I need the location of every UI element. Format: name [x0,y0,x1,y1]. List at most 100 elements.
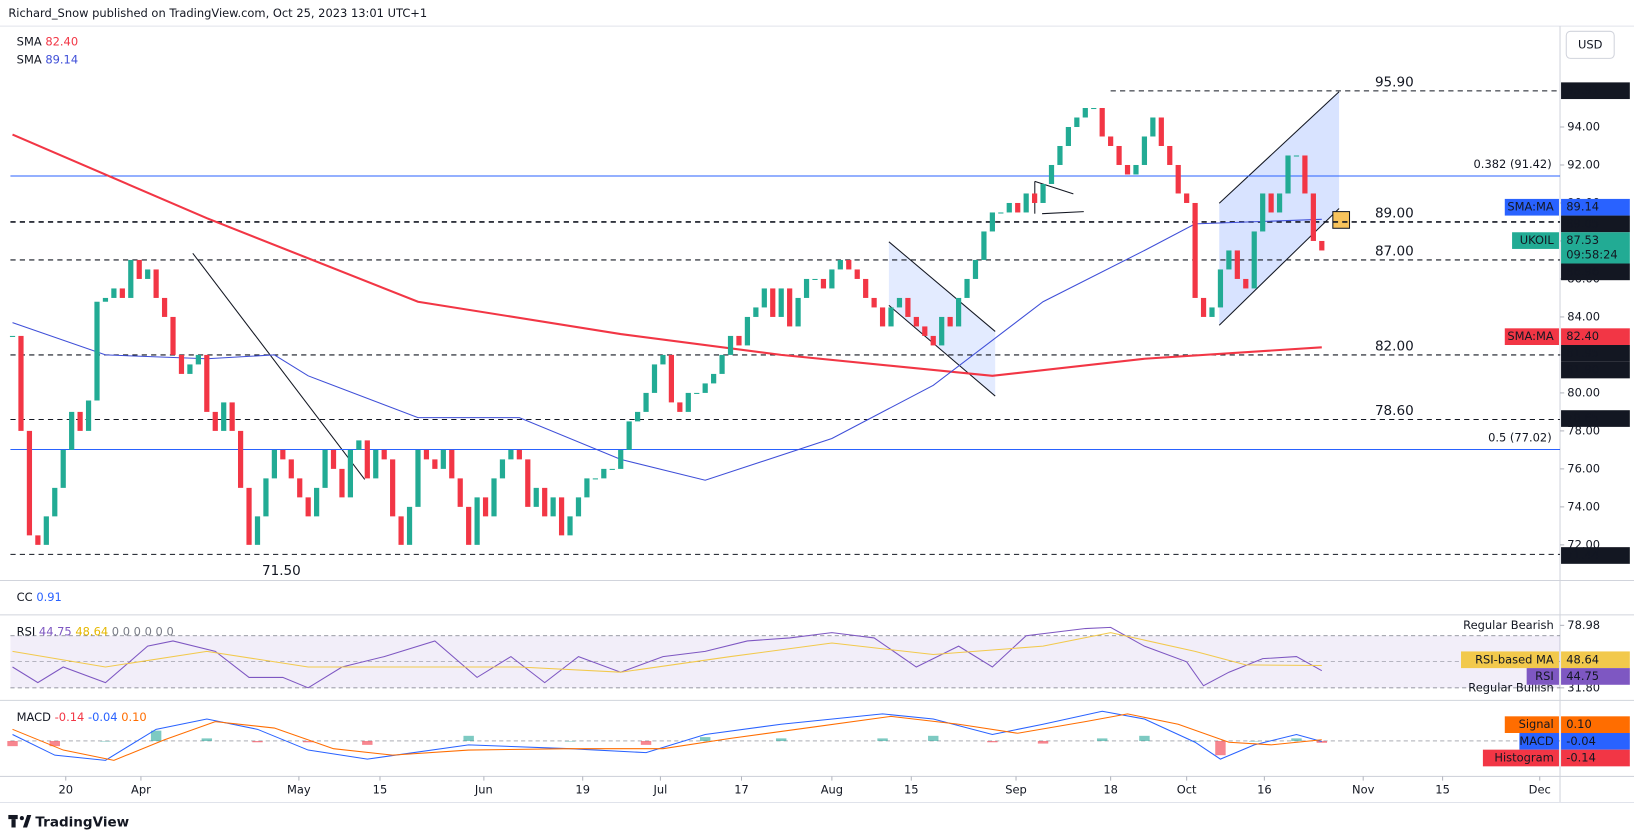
legend: SMA 89.14 [17,52,78,66]
candle [685,392,691,412]
legend: RSI 44.75 48.64 0 0 0 0 0 0 [17,624,174,638]
histogram-bar [1189,740,1201,742]
histogram-bar [928,735,939,741]
histogram-bar [1291,738,1302,741]
candle [1276,193,1283,213]
histogram-bar [640,740,652,745]
candle [820,278,827,289]
legend-value: 0 [145,624,152,638]
axis-badge [1561,198,1630,216]
candle [787,288,793,327]
axis-badge-name-box [1519,732,1559,750]
candle [1200,297,1207,317]
candle [905,297,911,317]
legend-value: 0 [134,624,141,638]
x-tick-label: 19 [575,782,590,796]
axis-badge-value: 48.64 [1566,652,1599,666]
axis-badge-name: Histogram [1494,751,1553,765]
histogram-bar [1096,738,1108,741]
candle [753,307,759,317]
candle [896,297,903,308]
histogram-bar [1037,740,1049,744]
legend: CC 0.91 [17,590,62,604]
candle [415,449,421,507]
axis-badge-name-box [1461,651,1559,669]
axis-badge [1561,82,1630,100]
candle [677,402,683,412]
candle [913,316,919,327]
candle [322,449,328,488]
axis-badge [1561,328,1630,345]
candle [52,487,58,517]
pennant-line [1034,180,1074,195]
candle [153,269,159,298]
logo-shape [8,814,18,820]
axis-badge [1561,232,1630,264]
x-tick-label: Apr [131,782,151,796]
histogram-bar [1215,740,1226,756]
currency-button[interactable] [1565,30,1615,59]
candle [85,400,92,431]
candle [18,335,24,431]
candle [955,297,962,327]
candle [1285,155,1291,194]
candle [457,478,463,507]
legend-value: -0.14 [55,710,85,724]
candle [1065,126,1072,146]
candle [1260,193,1266,232]
histogram-bar [1316,740,1328,743]
pennant-line [1042,211,1084,215]
logo [8,814,32,828]
candle [533,487,539,507]
candle [660,354,666,365]
legend: SMA 82.40 [17,34,78,48]
histogram-bar [150,730,162,741]
candle [1006,202,1012,213]
candle [879,307,886,327]
axis-badge-name: Signal [1519,717,1554,731]
candle [1116,145,1122,165]
candle [871,297,877,308]
legend-name: CC [17,590,33,604]
logo-shape [11,819,16,828]
currency[interactable]: USD [1578,37,1603,51]
candle [922,326,928,336]
x-tick-label: 15 [904,782,919,796]
candle [1124,164,1131,175]
y-tick-label: 78.98 [1567,618,1600,632]
histogram-bar [201,738,213,741]
candle [1091,107,1097,110]
legend-value: 0.91 [36,590,62,604]
candle [356,440,362,450]
candle [1310,193,1316,241]
axis-badge-value: -0.14 [1566,751,1596,765]
axis-badge [1561,344,1630,362]
x-tick-label: 15 [1435,782,1450,796]
candle [643,392,649,412]
axis-badge-value: 89.14 [1566,200,1599,214]
candle [1293,155,1300,157]
axis-badge-value: 95.91 [1566,83,1599,97]
level-label: 95.90 [1375,75,1414,91]
candle [128,259,134,298]
legend-value: 0 [166,624,173,638]
histogram-bar [362,740,373,745]
candle [702,383,708,393]
candle [1268,193,1274,213]
candle [204,354,210,412]
candle [1302,155,1308,194]
candle [1150,117,1156,137]
candle [1133,164,1139,175]
x-tick-label: Jul [652,782,667,796]
level-label: 87.00 [1375,244,1414,260]
y-tick-label: 78.00 [1567,423,1600,437]
candle [35,535,41,545]
candle [221,402,227,431]
histogram-bar [7,740,18,747]
channel-line [1218,91,1340,204]
axis-badge [1561,732,1630,750]
candle [618,449,624,469]
candle [1015,202,1021,213]
level-label: 71.50 [262,563,301,579]
candle [719,354,725,374]
